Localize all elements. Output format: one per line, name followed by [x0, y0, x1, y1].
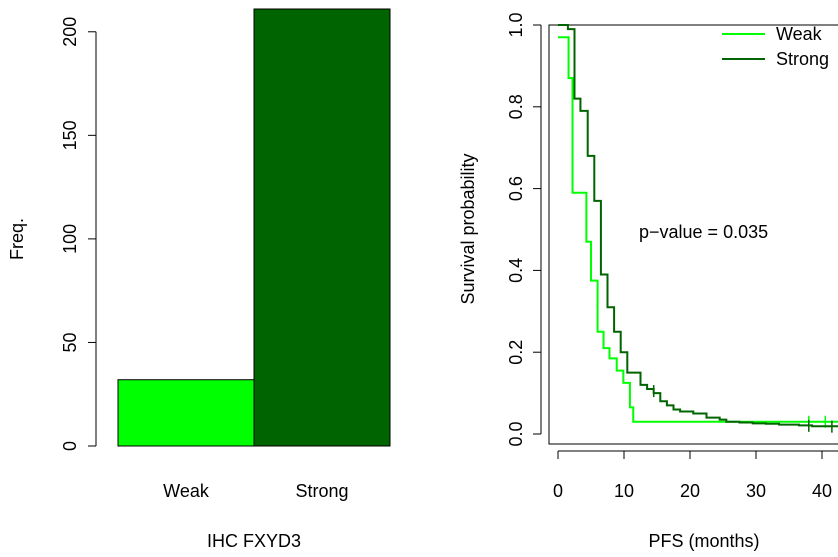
bar-category-label-strong: Strong	[295, 481, 348, 501]
km-axes: 0.0 0.2 0.4 0.6 0.8 1.0 0 10 20 30 40	[506, 12, 838, 501]
km-y-tick-label: 0.4	[506, 258, 526, 283]
bar-category-label-weak: Weak	[163, 481, 210, 501]
bar-x-axis-title: IHC FXYD3	[207, 531, 301, 551]
km-plot-frame	[548, 24, 838, 445]
km-chart-panel: 0.0 0.2 0.4 0.6 0.8 1.0 0 10 20 30 40 p−value = 0.…	[458, 12, 838, 551]
km-x-tick-label: 0	[553, 481, 563, 501]
km-x-tick-label: 10	[614, 481, 634, 501]
km-y-tick-label: 0.0	[506, 421, 526, 446]
bar-y-tick-label: 150	[60, 120, 80, 150]
legend-label-strong: Strong	[776, 49, 829, 69]
km-x-tick-label: 20	[680, 481, 700, 501]
bar-chart-panel: 0 50 100 150 200 Weak Strong IHC FXYD3 Freq.	[7, 8, 391, 551]
km-x-tick-label: 40	[812, 481, 832, 501]
bar-y-tick-label: 0	[60, 441, 80, 451]
km-curves	[558, 24, 838, 433]
bar-y-axis-title: Freq.	[7, 218, 27, 260]
bar-marks	[117, 8, 391, 447]
km-y-tick-label: 0.6	[506, 176, 526, 201]
km-y-tick-label: 1.0	[506, 12, 526, 37]
km-legend: Weak Strong	[722, 24, 829, 69]
bar-y-axis: 0 50 100 150 200	[60, 17, 97, 451]
bar-y-tick-label: 200	[60, 17, 80, 47]
bar-y-tick-label: 50	[60, 332, 80, 352]
bar-strong	[253, 8, 391, 447]
km-y-tick-label: 0.2	[506, 340, 526, 365]
bar-y-tick-label: 100	[60, 224, 80, 254]
legend-label-weak: Weak	[776, 24, 823, 44]
km-p-value-annotation: p−value = 0.035	[639, 222, 768, 242]
km-curve-weak	[558, 36, 838, 423]
km-y-axis-title: Survival probability	[458, 153, 478, 304]
km-x-tick-label: 30	[746, 481, 766, 501]
km-x-axis-title: PFS (months)	[648, 531, 759, 551]
bar-weak	[117, 379, 255, 447]
km-curve-strong	[558, 24, 838, 428]
km-y-tick-label: 0.8	[506, 94, 526, 119]
